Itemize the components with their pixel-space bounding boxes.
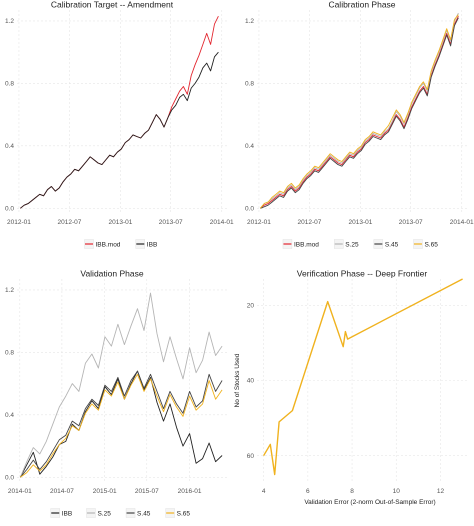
legend-label: S.65 <box>177 510 191 517</box>
x-tick-label: 2012-01 <box>247 219 271 226</box>
series-line-s-65 <box>20 373 223 478</box>
y-tick-label: 0.8 <box>5 81 14 88</box>
y-tick-label: 1.2 <box>245 18 254 25</box>
chart-title: Calibration Phase <box>328 0 395 10</box>
x-tick-label: 2016-01 <box>178 488 202 495</box>
y-tick-label: 0.0 <box>5 206 14 213</box>
legend-label: IBB.mod <box>96 241 121 248</box>
x-tick-label: 10 <box>393 488 401 495</box>
y-tick-label: 0.0 <box>245 206 254 213</box>
y-tick-label: 0.8 <box>5 350 14 357</box>
x-tick-label: 2013-01 <box>109 219 133 226</box>
x-tick-label: 2012-07 <box>58 219 82 226</box>
panel-verification-phase: Verification Phase -- Deep Frontier 20 40 6… <box>234 269 467 506</box>
x-tick-label: 2014-07 <box>50 488 74 495</box>
y-axis-label: No of Stocks Used <box>234 353 241 407</box>
y-tick-label: 0.8 <box>245 81 254 88</box>
x-axis-label: Validation Error (2-norm Out-of-Sample E… <box>304 499 435 506</box>
x-tick-label: 2015-01 <box>93 488 117 495</box>
chart-title: Validation Phase <box>80 269 143 279</box>
x-tick-label: 12 <box>437 488 445 495</box>
x-tick-label: 2014-01 <box>210 219 234 226</box>
chart-title: Verification Phase -- Deep Frontier <box>297 269 428 279</box>
x-tick-label: 2012-01 <box>7 219 31 226</box>
series-line-ibb <box>19 370 223 478</box>
x-tick-label: 2013-07 <box>159 219 183 226</box>
legend-label: S.25 <box>345 241 359 248</box>
x-tick-label: 2013-01 <box>349 219 373 226</box>
legend-label: S.25 <box>97 510 111 517</box>
legend-label: IBB <box>147 241 157 248</box>
y-tick-label: 0.4 <box>5 412 14 419</box>
y-tick-label: 1.2 <box>5 287 14 294</box>
panel-validation-phase: Validation Phase 0.0 0.4 0.8 1.2 2014-01 2014-… <box>5 269 227 518</box>
plot-area <box>17 10 227 213</box>
x-tick-label: 4 <box>262 488 266 495</box>
x-tick-label: 2014-01 <box>450 219 474 226</box>
y-tick-label: 0.0 <box>5 475 14 482</box>
legend-label: S.65 <box>424 241 438 248</box>
legend: IBB.mod S.25 S.45 S.65 <box>282 239 438 249</box>
legend: IBB S.25 S.45 S.65 <box>50 508 191 518</box>
x-tick-label: 6 <box>306 488 310 495</box>
plot-area <box>17 279 227 482</box>
y-tick-label: 1.2 <box>5 18 14 25</box>
y-tick-label: 0.4 <box>245 143 254 150</box>
x-tick-label: 2013-07 <box>399 219 423 226</box>
series-line-ibb-mod <box>260 16 459 209</box>
series-line-s-45 <box>260 17 459 209</box>
y-tick-label: 0.4 <box>5 143 14 150</box>
legend: IBB.mod IBB <box>84 239 157 249</box>
chart-title: Calibration Target -- Amendment <box>51 0 174 10</box>
x-tick-label: 8 <box>350 488 354 495</box>
y-tick-label: 60 <box>247 453 255 460</box>
panel-calibration-phase: Calibration Phase 0.0 0.4 0.8 1.2 2012-01 2012… <box>245 0 474 249</box>
x-tick-label: 2014-01 <box>8 488 32 495</box>
plot-area <box>257 10 467 213</box>
series-line-s-25 <box>259 12 459 209</box>
y-tick-label: 20 <box>247 303 255 310</box>
x-tick-label: 2015-07 <box>135 488 159 495</box>
series-line-s-45 <box>19 370 223 478</box>
x-tick-label: 2012-07 <box>298 219 322 226</box>
legend-label: S.45 <box>385 241 399 248</box>
legend-label: IBB.mod <box>294 241 319 248</box>
series-line-ibb <box>20 51 219 209</box>
legend-label: S.45 <box>137 510 151 517</box>
series-line-s-25 <box>19 292 223 478</box>
y-tick-label: 40 <box>247 378 255 385</box>
series-line-frontier <box>262 278 463 476</box>
legend-label: IBB <box>62 510 72 517</box>
series-line-s-65 <box>259 14 459 209</box>
panel-calibration-target: Calibration Target -- Amendment 0.0 0.4 0.8… <box>5 0 234 249</box>
